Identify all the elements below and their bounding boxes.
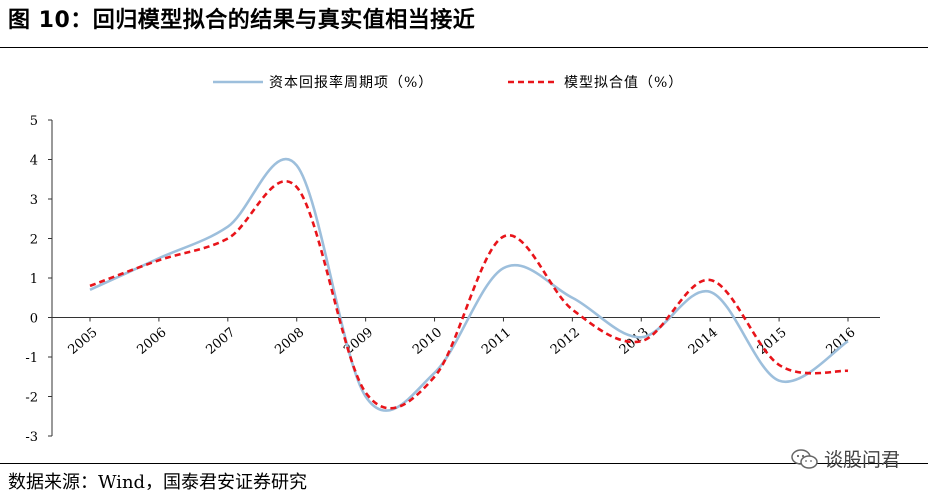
line-chart: 资本回报率周期项（%） 模型拟合值（%） 5 4 3 2 1 0 -1 -2 -3 2005 200… xyxy=(25,74,880,445)
x-tick-label: 2005 xyxy=(66,325,101,358)
x-tick-label: 2012 xyxy=(548,325,583,358)
x-tick-label: 2007 xyxy=(203,325,238,358)
y-tick-label: -1 xyxy=(25,351,38,366)
legend-label: 资本回报率周期项（%） xyxy=(269,74,433,91)
watermark: 谈股问君 xyxy=(790,445,900,472)
chart-legend: 资本回报率周期项（%） 模型拟合值（%） xyxy=(213,74,683,91)
x-tick-label: 2014 xyxy=(686,325,721,358)
series-line-fitted xyxy=(89,179,849,410)
y-tick-label: 2 xyxy=(30,233,38,248)
source-note: 数据来源：Wind，国泰君安证券研究 xyxy=(8,472,308,493)
y-tick-label: 1 xyxy=(30,272,38,287)
y-tick-label: 5 xyxy=(30,114,38,129)
title-divider xyxy=(0,47,928,48)
x-tick-label: 2008 xyxy=(272,325,307,358)
y-tick-label: 3 xyxy=(30,193,38,208)
x-tick-label: 2013 xyxy=(617,325,652,358)
x-tick-label: 2016 xyxy=(824,325,859,358)
series-lines xyxy=(89,157,849,412)
footer-divider xyxy=(0,463,928,464)
page-title: 图 10：回归模型拟合的结果与真实值相当接近 xyxy=(8,8,476,33)
x-tick-label: 2011 xyxy=(479,325,514,358)
x-tick-label: 2010 xyxy=(410,325,445,358)
legend-label: 模型拟合值（%） xyxy=(564,75,683,91)
series-line-actual xyxy=(89,157,849,412)
y-tick-label: 4 xyxy=(30,154,38,169)
y-tick-label: -2 xyxy=(25,391,38,406)
y-tick-label: 0 xyxy=(30,312,38,327)
watermark-text: 谈股问君 xyxy=(823,449,900,471)
y-axis: 5 4 3 2 1 0 -1 -2 -3 xyxy=(25,114,53,445)
x-tick-label: 2006 xyxy=(134,325,169,358)
y-tick-label: -3 xyxy=(25,430,38,445)
wechat-icon xyxy=(791,448,818,469)
